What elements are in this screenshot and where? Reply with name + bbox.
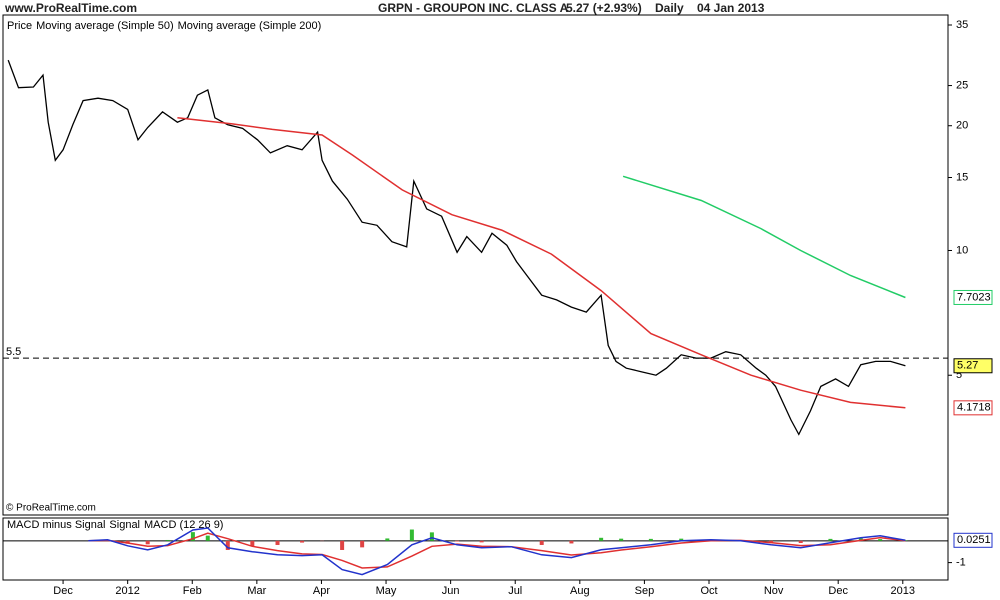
- y-tick-label: 5: [956, 369, 962, 381]
- histogram-bar: [205, 535, 210, 541]
- last-value-label: 0.0251: [957, 534, 991, 546]
- histogram-bar: [479, 540, 484, 543]
- histogram-bar: [190, 532, 195, 541]
- series-line: [7, 59, 906, 436]
- price-panel: [2, 14, 949, 516]
- x-tick-label: Nov: [764, 585, 784, 597]
- site: www.ProRealTime.com: [4, 1, 137, 15]
- histogram-bar: [165, 539, 170, 541]
- x-tick-label: Dec: [53, 585, 73, 597]
- last-value-label: 7.7023: [957, 291, 991, 303]
- histogram-bar: [539, 540, 544, 545]
- x-tick-label: Aug: [570, 585, 590, 597]
- legend-entry: Moving average (Simple 50): [36, 20, 174, 32]
- legend-entry: Signal: [109, 519, 140, 531]
- series-line: [88, 532, 906, 569]
- histogram-bar: [679, 538, 684, 541]
- y-tick-label: 25: [956, 79, 968, 91]
- y-tick-label: 10: [956, 244, 968, 256]
- legend-entry: Moving average (Simple 200): [178, 20, 322, 32]
- y-tick-label: 20: [956, 120, 968, 132]
- histogram-bar: [300, 540, 305, 543]
- x-tick-label: 2013: [891, 585, 915, 597]
- histogram-bar: [225, 540, 230, 550]
- x-tick-label: May: [376, 585, 397, 597]
- x-tick-label: Oct: [700, 585, 717, 597]
- series-line: [622, 175, 906, 299]
- histogram-bar: [275, 540, 280, 545]
- x-tick-label: Apr: [313, 585, 330, 597]
- period: Daily: [655, 1, 684, 15]
- histogram-bar: [455, 540, 460, 542]
- last-value-box: [953, 358, 993, 374]
- x-tick-label: Jun: [442, 585, 460, 597]
- macd-panel: [2, 517, 949, 581]
- histogram-bar: [619, 538, 624, 541]
- histogram-bar: [385, 538, 390, 541]
- y-tick-label: -1: [956, 557, 966, 569]
- histogram-bar: [250, 540, 255, 547]
- x-tick-label: Feb: [183, 585, 202, 597]
- legend-entry: MACD (12 26 9): [144, 519, 223, 531]
- histogram-bar: [599, 537, 604, 541]
- x-tick-label: Mar: [247, 585, 266, 597]
- reference-label: 5.5: [6, 346, 21, 358]
- series-line: [88, 527, 906, 576]
- histogram-bar: [878, 539, 883, 541]
- x-tick-label: Jul: [508, 585, 522, 597]
- histogram-bar: [409, 529, 414, 541]
- histogram-bar: [429, 532, 434, 541]
- last-value-box: [953, 400, 993, 416]
- last-value-label: 4.1718: [957, 402, 991, 414]
- y-tick-label: 15: [956, 171, 968, 183]
- chart-title: GRPN - GROUPON INC. CLASS A: [378, 1, 569, 15]
- legend-entry: MACD minus Signal: [7, 519, 105, 531]
- last-value-box: [953, 532, 993, 548]
- date: 04 Jan 2013: [697, 1, 765, 15]
- y-tick-label: 35: [956, 19, 968, 31]
- histogram-bar: [798, 540, 803, 544]
- histogram-bar: [340, 540, 345, 550]
- histogram-bar: [648, 538, 653, 541]
- footer: © ProRealTime.com: [6, 503, 96, 514]
- x-tick-label: Dec: [828, 585, 848, 597]
- histogram-bar: [569, 540, 574, 544]
- price-change: 5.27 (+2.93%): [566, 1, 642, 15]
- series-line: [177, 117, 906, 409]
- histogram-bar: [145, 540, 150, 545]
- legend-entry: Price: [7, 20, 32, 32]
- last-value-box: [953, 289, 993, 305]
- last-value-label: 5.27: [957, 360, 978, 372]
- histogram-bar: [828, 538, 833, 541]
- x-tick-label: Sep: [635, 585, 655, 597]
- histogram-bar: [360, 540, 365, 548]
- histogram-bar: [858, 538, 863, 541]
- x-tick-label: 2012: [115, 585, 139, 597]
